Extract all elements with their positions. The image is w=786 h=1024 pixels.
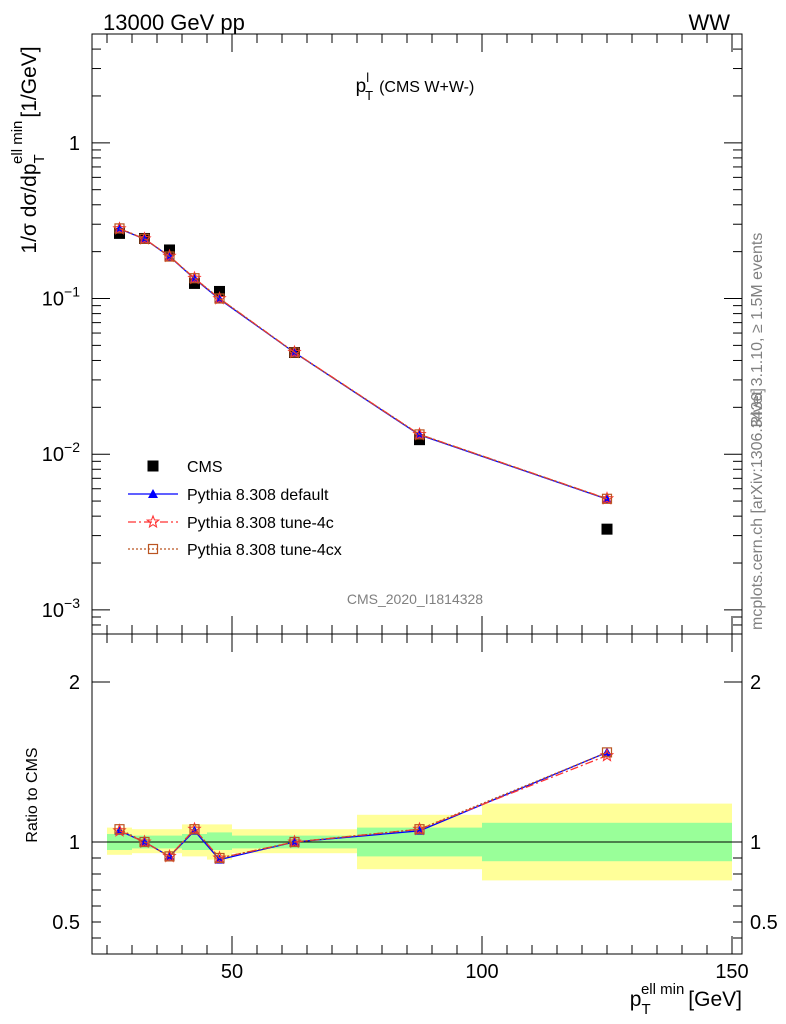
y-tick-label: 10−2 bbox=[42, 439, 80, 466]
data-point bbox=[114, 824, 125, 835]
data-point bbox=[147, 543, 159, 555]
data-point bbox=[414, 824, 425, 835]
y-tick-label: 2 bbox=[69, 672, 80, 694]
main-panel: 10−3 10−2 10−1 1 pl T (CMS W+W-) CMS_2020_I1814… bbox=[9, 33, 743, 635]
data-point bbox=[601, 747, 613, 758]
data-point bbox=[414, 825, 425, 835]
data-point bbox=[148, 489, 158, 498]
mcplots-site-label: mcplots.cern.ch [arXiv:1306.3436] bbox=[749, 388, 766, 630]
y-tick-label: 10−1 bbox=[42, 284, 80, 311]
y-tick-label: 10−3 bbox=[42, 595, 80, 622]
data-point bbox=[164, 251, 175, 262]
legend-label: Pythia 8.308 tune-4c bbox=[187, 515, 334, 532]
y-tick-label-right: 1 bbox=[750, 832, 761, 854]
data-point bbox=[289, 347, 300, 358]
data-point bbox=[602, 747, 612, 757]
data-point bbox=[601, 523, 613, 535]
x-axis-label: pTell min [GeV] bbox=[630, 981, 742, 1018]
analysis-watermark: CMS_2020_I1814328 bbox=[347, 591, 483, 607]
uncertainty-band-inner bbox=[207, 832, 232, 850]
data-point bbox=[164, 851, 175, 862]
panel-title: pl T (CMS W+W-) bbox=[356, 70, 475, 103]
rivet-version-label: Rivet 3.1.10, ≥ 1.5M events bbox=[749, 233, 766, 428]
y-tick-label-right: 2 bbox=[750, 672, 761, 694]
legend-label: CMS bbox=[187, 459, 223, 476]
y-tick-label: 1 bbox=[69, 832, 80, 854]
data-point bbox=[601, 493, 613, 504]
data-point bbox=[145, 514, 161, 529]
data-point bbox=[414, 429, 425, 440]
ratio-y-axis-label: Ratio to CMS bbox=[24, 747, 41, 842]
x-tick-label: 100 bbox=[465, 961, 498, 983]
y-tick-label: 0.5 bbox=[52, 912, 80, 934]
data-point bbox=[114, 223, 125, 234]
data-point bbox=[189, 824, 200, 835]
data-point bbox=[147, 460, 159, 472]
y-tick-label: 1 bbox=[69, 133, 80, 155]
legend-entry: Pythia 8.308 tune-4cx bbox=[128, 542, 342, 559]
x-tick-label: 50 bbox=[221, 961, 243, 983]
header-left-label: 13000 GeV pp bbox=[103, 10, 245, 35]
legend: CMS Pythia 8.308 default Pythia 8.308 tune… bbox=[128, 459, 342, 559]
data-point bbox=[189, 277, 200, 289]
data-point bbox=[289, 836, 300, 848]
data-point bbox=[139, 233, 150, 244]
ratio-panel: 0.5 0.5 1 1 2 2 50 100 150 Ratio to CMS pTell min[… bbox=[24, 633, 778, 1018]
header-right-label: WW bbox=[688, 10, 730, 35]
data-point bbox=[414, 434, 425, 446]
y-tick-label-right: 0.5 bbox=[750, 912, 778, 934]
series-pythia-8-308-tune-4cx bbox=[114, 747, 613, 864]
data-point bbox=[214, 854, 225, 864]
x-tick-label: 150 bbox=[715, 961, 748, 983]
legend-label: Pythia 8.308 default bbox=[187, 487, 329, 504]
series-pythia-8-308-tune-4cx bbox=[114, 223, 613, 504]
ratio-frame bbox=[91, 633, 743, 955]
legend-entry: Pythia 8.308 default bbox=[128, 487, 329, 504]
legend-entry: CMS bbox=[147, 459, 223, 476]
data-point bbox=[214, 293, 225, 304]
data-point bbox=[214, 852, 225, 864]
data-point bbox=[139, 836, 150, 848]
legend-entry: Pythia 8.308 tune-4c bbox=[128, 514, 334, 532]
data-point bbox=[189, 273, 200, 284]
legend-label: Pythia 8.308 tune-4cx bbox=[187, 542, 342, 559]
y-axis-label: 1/σ dσ/dpTell min[1/GeV] bbox=[9, 46, 48, 253]
